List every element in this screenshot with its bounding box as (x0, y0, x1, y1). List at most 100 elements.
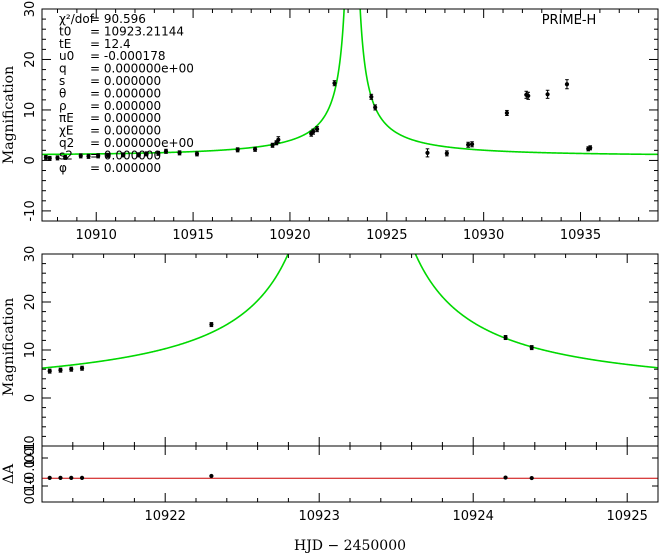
fit-param-5-value: = 0.000000 (90, 74, 161, 88)
zoom-point-5 (503, 335, 508, 341)
fit-param-11-value: = 0.000000 (90, 148, 161, 162)
fit-param-4-value: = 0.000000e+00 (90, 62, 194, 76)
overview-point-1 (47, 155, 52, 161)
residual-point-5 (503, 475, 508, 480)
overview-point-36 (588, 145, 593, 151)
overview-point-5 (86, 153, 91, 159)
fit-param-9-label: χE (59, 124, 74, 138)
overview-data-points (43, 79, 593, 161)
overview-point-30 (504, 109, 510, 117)
overview-point-3 (63, 154, 68, 160)
overview-point-15 (235, 147, 240, 153)
residual-y-tick-4: 0.1 (23, 484, 38, 505)
overview-point-12 (163, 148, 169, 154)
zoom-y-tick-0: -10 (23, 435, 38, 456)
fit-param-11-label: s2 (59, 148, 73, 162)
fit-param-2: tE = 12.4 (59, 37, 131, 51)
fit-param-10: q2 = 0.000000e+00 (59, 136, 194, 150)
fit-param-0-value: = 90.596 (90, 12, 146, 26)
overview-point-32 (526, 91, 531, 100)
fit-param-3-label: u0 (59, 49, 74, 63)
zoom-point-2 (69, 366, 74, 372)
overview-point-11 (156, 150, 161, 156)
overview-point-34 (564, 79, 570, 90)
overview-point-2 (55, 155, 60, 161)
residual-y-tick-0: 0.1 (23, 442, 38, 463)
residual-x-axis: 10922 10923 10924 10925 (41, 446, 648, 524)
overview-point-0 (43, 154, 48, 160)
fit-param-4: q = 0.000000e+00 (59, 62, 194, 76)
zoom-data-points (47, 322, 534, 374)
fit-param-10-label: q2 (59, 136, 74, 150)
overview-point-14 (194, 151, 200, 157)
x-axis-label: HJD − 2450000 (294, 538, 406, 553)
residual-y-axis: 0.10.0-0.10.00.1 (23, 442, 658, 505)
fit-param-8: πE = 0.000000 (59, 111, 161, 125)
zoom-model-curve (42, 254, 658, 369)
fit-param-10-value: = 0.000000e+00 (90, 136, 194, 150)
fit-param-1-label: t0 (59, 24, 71, 38)
overview-y-label: Magnification (1, 66, 17, 164)
overview-x-tick-3: 10925 (366, 228, 407, 243)
fit-param-5: s = 0.000000 (59, 74, 161, 88)
fit-param-3: u0 = -0.000178 (59, 49, 165, 63)
fit-param-0-label: χ²/dof (59, 12, 95, 26)
zoom-point-4 (209, 322, 214, 328)
residual-point-0 (47, 475, 52, 481)
fit-param-0: χ²/dof= 90.596 (59, 12, 146, 26)
overview-y-tick-0: -10 (23, 200, 38, 221)
overview-x-axis: 10910 10915 10920 10925 10930 10935 (56, 9, 659, 243)
zoom-y-tick-2: 10 (23, 342, 38, 359)
overview-point-23 (332, 80, 337, 87)
residual-y-tick-3: 0.0 (23, 476, 38, 497)
residual-panel: 10922 10923 10924 10925 0.10.0-0.10.00.1 ΔA… (1, 442, 659, 553)
fit-param-11: s2 = 0.000000 (59, 148, 161, 162)
residual-point-3 (79, 475, 85, 481)
fit-param-4-label: q (59, 62, 67, 76)
overview-point-27 (444, 150, 449, 157)
overview-point-29 (469, 141, 475, 148)
fit-param-6-value: = 0.000000 (90, 86, 161, 100)
fit-param-1-value: = 10923.21144 (90, 24, 184, 38)
overview-frame (41, 8, 659, 222)
overview-point-24 (369, 93, 374, 100)
residual-x-tick-2: 10924 (453, 509, 494, 524)
zoom-point-0 (47, 368, 52, 374)
fit-param-7-value: = 0.000000 (90, 99, 161, 113)
fit-param-2-value: = 12.4 (90, 37, 131, 51)
residual-x-tick-0: 10922 (145, 509, 186, 524)
overview-panel: 10910 10915 10920 10925 10930 10935 -10 0 10 20 3… (1, 1, 659, 243)
overview-x-tick-1: 10915 (172, 228, 213, 243)
zoom-point-6 (529, 345, 534, 351)
overview-point-4 (78, 153, 83, 159)
fit-param-8-label: πE (59, 111, 74, 125)
overview-point-25 (373, 104, 378, 111)
overview-y-tick-2: 10 (23, 102, 38, 119)
overview-x-tick-0: 10910 (76, 228, 117, 243)
overview-point-9 (136, 152, 141, 158)
overview-point-13 (177, 150, 182, 156)
overview-y-axis: -10 0 10 20 30 (23, 1, 658, 222)
fit-param-6: θ = 0.000000 (59, 86, 161, 100)
residual-point-6 (529, 475, 534, 481)
residual-x-tick-3: 10925 (607, 509, 648, 524)
residual-point-2 (69, 475, 74, 481)
zoom-y-label: Magnification (1, 298, 17, 396)
residual-y-tick-2: -0.1 (23, 459, 38, 484)
overview-point-7 (105, 152, 110, 158)
fit-param-12-label: φ (59, 161, 67, 175)
fit-param-8-value: = 0.000000 (90, 111, 161, 125)
zoom-point-3 (79, 365, 85, 371)
overview-point-33 (545, 89, 550, 99)
zoom-y-axis: -10 0 10 20 30 (23, 246, 658, 457)
overview-point-18 (274, 140, 279, 146)
zoom-y-tick-1: 0 (23, 394, 38, 402)
residual-point-1 (58, 475, 63, 481)
zoom-y-tick-3: 20 (23, 294, 38, 311)
fit-param-7-label: ρ (59, 99, 67, 113)
fit-param-12: φ = 0.000000 (59, 161, 161, 175)
zoom-x-axis (41, 254, 628, 446)
fit-param-3-value: = -0.000178 (90, 49, 165, 63)
residual-y-tick-1: 0.0 (23, 448, 38, 469)
fit-param-12-value: = 0.000000 (90, 161, 161, 175)
